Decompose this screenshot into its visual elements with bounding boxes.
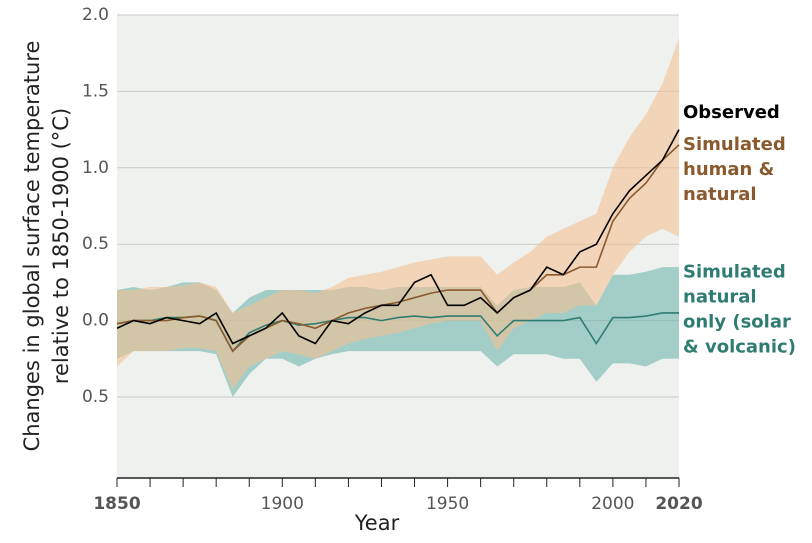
y-tick-label: 1.5 [82,81,109,101]
legend-label: Observed [683,102,780,123]
x-tick-label: 1950 [426,494,469,514]
series-line [116,129,680,345]
x-axis-label: Year [354,511,400,535]
x-tick-label: 2000 [591,494,634,514]
uncertainty-band [117,37,679,390]
series-line [116,144,680,353]
y-axis-label: Changes in global surface temperature [20,41,44,452]
y-tick-label: 0.0 [82,311,109,331]
legend-label: Simulated natural only (solar & volcanic) [683,262,796,358]
y-tick-label: 0.5 [82,387,109,407]
x-tick-label: 1850 [93,494,140,514]
y-tick-label: 2.0 [82,5,109,25]
x-tick-label: 2020 [655,494,702,514]
x-tick-label: 1900 [261,494,304,514]
legend-label: Simulated human & natural [683,134,786,205]
y-tick-label: 1.0 [82,158,109,178]
y-axis-label: relative to 1850-1900 (°C) [49,108,73,384]
y-tick-label: 0.5 [82,234,109,254]
